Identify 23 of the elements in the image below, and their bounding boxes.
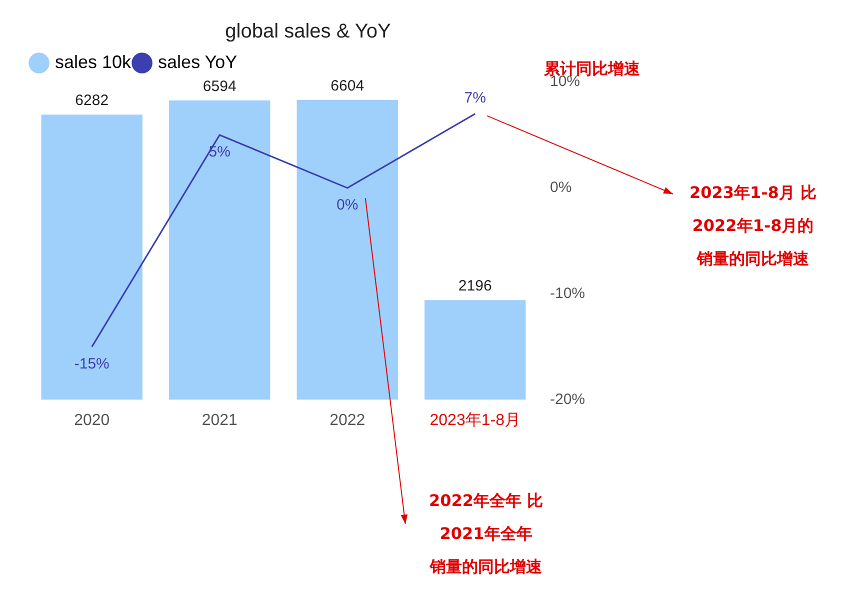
legend-label: sales 10k xyxy=(55,52,132,72)
text: 2023年1-8月 比2022年1-8月的销量的同比增速 xyxy=(689,183,817,268)
chart-title: global sales & YoY xyxy=(225,20,391,43)
bar xyxy=(296,100,398,400)
data-label: 0% xyxy=(336,196,358,214)
legend-label: sales YoY xyxy=(158,52,238,72)
x-tick-label: 2023年1-8月 xyxy=(430,412,520,429)
x-tick-label: 2022 xyxy=(330,412,366,429)
y2-tick-label: -20% xyxy=(550,390,586,408)
data-label: 6282 xyxy=(75,92,109,110)
data-label: 2196 xyxy=(458,278,492,295)
y2-tick-label: -10% xyxy=(550,285,586,302)
data-label: 7% xyxy=(464,89,486,106)
data-label: -15% xyxy=(74,355,110,372)
x-tick-label: 2020 xyxy=(74,412,110,429)
y2-tick-label: 0% xyxy=(550,179,572,196)
bar xyxy=(41,114,142,400)
x-tick-label: 2021 xyxy=(202,412,238,429)
data-label: 6594 xyxy=(202,78,236,96)
text: 2022年全年 比2021年全年销量的同比增速 xyxy=(428,491,544,576)
data-label: 6604 xyxy=(330,78,364,95)
bar xyxy=(169,100,270,400)
bar xyxy=(424,300,526,400)
